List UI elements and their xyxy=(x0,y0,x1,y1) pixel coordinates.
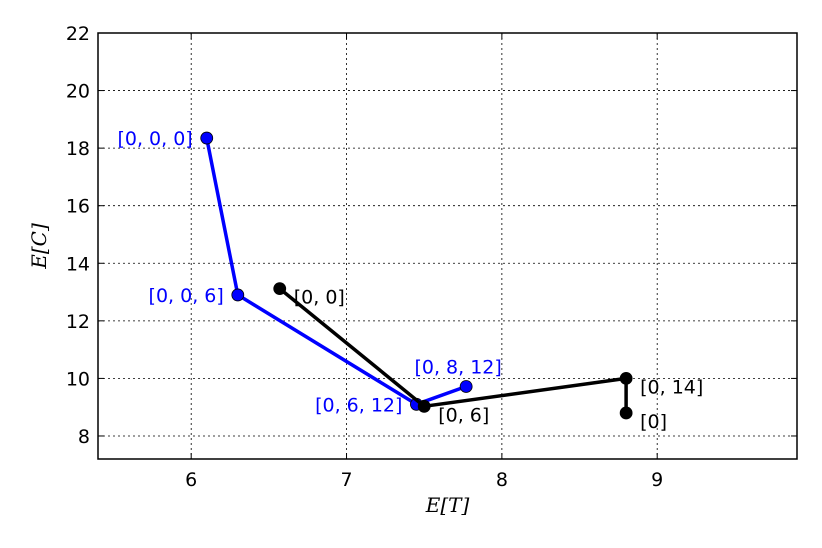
plot-frame xyxy=(97,32,798,460)
y-tick-label: 12 xyxy=(66,311,90,333)
axis-ticks: 6 7 8 9 8 10 12 14 16 18 20 22 xyxy=(66,23,797,491)
series-group: [0, 0, 0] [0, 0, 6] [0, 6, 12] [0, 8, 12] [0… xyxy=(117,128,703,433)
data-point xyxy=(273,282,287,296)
data-label: [0, 8, 12] xyxy=(414,356,501,378)
x-axis-label: E[T] xyxy=(425,493,470,517)
data-label: [0, 14] xyxy=(640,376,703,398)
data-label: [0, 0, 6] xyxy=(149,285,224,307)
data-point xyxy=(619,406,633,420)
y-tick-label: 16 xyxy=(66,196,90,218)
x-tick-label: 8 xyxy=(496,469,508,491)
data-point xyxy=(200,131,214,145)
data-label: [0, 6, 12] xyxy=(315,394,402,416)
x-tick-label: 6 xyxy=(185,469,197,491)
y-tick-label: 20 xyxy=(66,81,90,103)
y-tick-label: 22 xyxy=(66,23,90,45)
series-line xyxy=(278,287,628,413)
x-tick-label: 7 xyxy=(340,469,352,491)
x-tick-label: 9 xyxy=(651,469,663,491)
data-label: [0, 0, 0] xyxy=(117,128,192,150)
data-label: [0, 6] xyxy=(438,404,489,426)
y-tick-label: 10 xyxy=(66,368,90,390)
data-label: [0] xyxy=(640,411,667,433)
data-point xyxy=(459,380,473,393)
y-axis-label: E[C] xyxy=(27,223,51,270)
data-point xyxy=(619,372,633,385)
data-point xyxy=(417,399,431,413)
y-tick-label: 8 xyxy=(78,426,90,448)
series-line xyxy=(204,137,467,407)
data-label: [0, 0] xyxy=(294,287,345,309)
data-point xyxy=(231,288,245,302)
y-tick-label: 14 xyxy=(66,253,90,275)
y-tick-label: 18 xyxy=(66,138,90,160)
